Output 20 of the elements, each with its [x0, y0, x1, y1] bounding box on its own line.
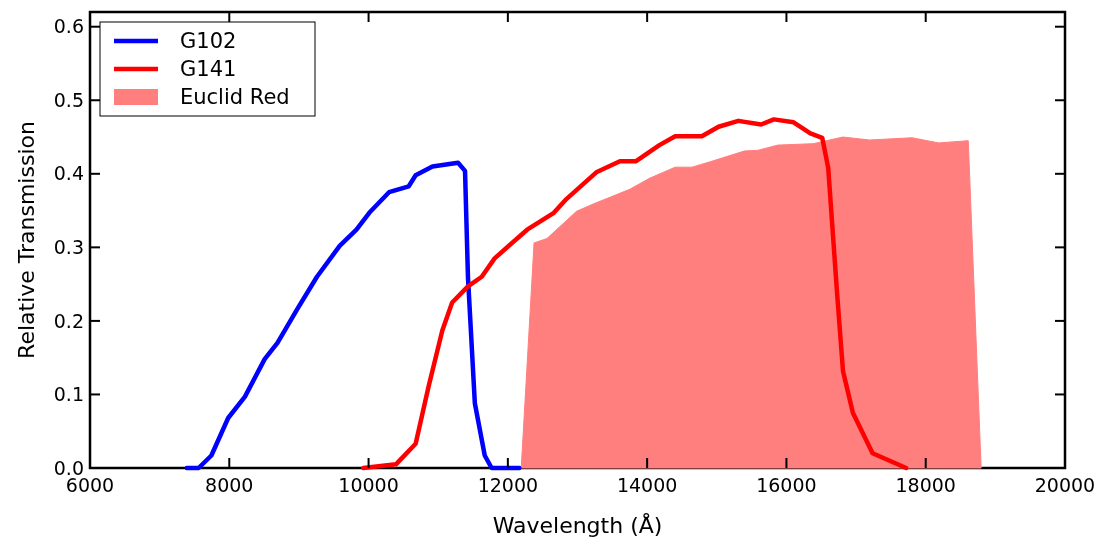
x-tick-label: 20000: [1034, 474, 1096, 496]
x-tick-label: 14000: [616, 474, 678, 496]
x-tick-label: 16000: [756, 474, 817, 496]
x-tick-label: 18000: [895, 474, 956, 496]
y-tick-label: 0.4: [53, 162, 84, 185]
y-tick-label: 0.3: [53, 236, 84, 258]
y-tick-label: 0.5: [53, 88, 84, 111]
legend-label: Euclid Red: [180, 85, 290, 110]
y-tick-label: 0.6: [53, 15, 84, 38]
x-tick-label: 8000: [205, 474, 254, 496]
line-series: [361, 117, 909, 471]
x-axis-title: Wavelength (Å): [492, 512, 663, 538]
x-tick-label: 12000: [477, 474, 539, 496]
legend-label: G102: [180, 29, 237, 54]
y-axis-title: Relative Transmission: [13, 121, 39, 359]
y-tick-label: 0.1: [53, 383, 84, 406]
x-tick-label: 10000: [338, 474, 399, 496]
line-series: [184, 160, 522, 471]
y-tick-label: 0.2: [53, 309, 84, 332]
legend-label: G141: [180, 57, 237, 82]
